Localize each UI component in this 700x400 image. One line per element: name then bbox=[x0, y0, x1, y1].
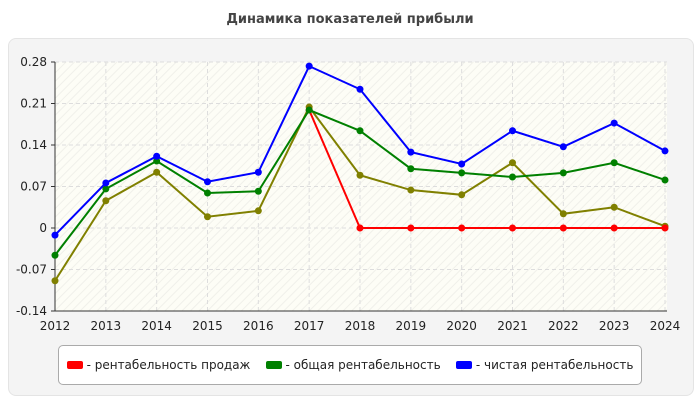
y-tick-label: -0.07 bbox=[16, 263, 47, 277]
data-point-2 bbox=[305, 62, 313, 70]
data-point-0 bbox=[610, 224, 618, 232]
data-point-1 bbox=[305, 106, 313, 114]
x-tick-label: 2012 bbox=[40, 319, 71, 333]
data-point-1 bbox=[356, 127, 364, 135]
y-tick-label: 0 bbox=[39, 221, 47, 235]
data-point-3 bbox=[509, 159, 516, 167]
data-point-2 bbox=[356, 85, 364, 93]
data-point-3 bbox=[102, 197, 110, 205]
data-point-2 bbox=[661, 147, 669, 155]
data-point-3 bbox=[356, 171, 364, 179]
legend-label: - общая рентабельность bbox=[285, 358, 441, 372]
y-tick-label: 0.21 bbox=[20, 97, 47, 111]
data-point-3 bbox=[610, 203, 618, 211]
data-point-3 bbox=[559, 210, 567, 218]
legend-swatch bbox=[66, 361, 83, 369]
x-tick-label: 2015 bbox=[192, 319, 223, 333]
y-tick-label: 0.07 bbox=[20, 180, 47, 194]
data-point-3 bbox=[51, 277, 59, 285]
data-point-2 bbox=[153, 152, 161, 160]
data-point-3 bbox=[254, 207, 262, 215]
data-point-1 bbox=[661, 176, 669, 184]
legend-item-sales: - рентабельность продаж bbox=[66, 358, 251, 372]
data-point-2 bbox=[610, 119, 618, 127]
x-tick-label: 2023 bbox=[599, 319, 630, 333]
x-tick-label: 2017 bbox=[294, 319, 325, 333]
x-tick-label: 2020 bbox=[446, 319, 477, 333]
legend-swatch bbox=[265, 361, 282, 369]
x-tick-label: 2024 bbox=[650, 319, 681, 333]
x-tick-label: 2016 bbox=[243, 319, 274, 333]
data-point-2 bbox=[254, 168, 262, 176]
data-point-3 bbox=[407, 186, 415, 194]
data-point-0 bbox=[458, 224, 466, 232]
series-line-0 bbox=[308, 109, 665, 229]
x-tick-label: 2021 bbox=[497, 319, 528, 333]
data-point-1 bbox=[559, 169, 567, 177]
data-point-1 bbox=[407, 165, 415, 173]
data-point-2 bbox=[204, 178, 211, 186]
x-tick-label: 2013 bbox=[91, 319, 122, 333]
x-tick-label: 2018 bbox=[345, 319, 376, 333]
data-point-2 bbox=[102, 179, 110, 187]
x-tick-label: 2019 bbox=[396, 319, 427, 333]
data-point-3 bbox=[458, 191, 466, 199]
data-point-2 bbox=[559, 143, 567, 151]
x-tick-label: 2022 bbox=[548, 319, 579, 333]
legend-swatch bbox=[455, 361, 472, 369]
legend-item-total: - общая рентабельность bbox=[265, 358, 441, 372]
data-point-1 bbox=[204, 189, 211, 197]
legend-label: - чистая рентабельность bbox=[475, 358, 634, 372]
chart-title: Динамика показателей прибыли bbox=[226, 12, 474, 27]
x-tick-label: 2014 bbox=[141, 319, 172, 333]
y-tick-label: -0.14 bbox=[16, 304, 47, 318]
data-point-1 bbox=[610, 159, 618, 167]
data-point-1 bbox=[254, 187, 262, 195]
data-point-1 bbox=[102, 185, 110, 193]
legend-label: - рентабельность продаж bbox=[86, 358, 251, 372]
data-point-1 bbox=[509, 173, 516, 181]
data-point-1 bbox=[458, 169, 466, 177]
data-point-3 bbox=[153, 168, 161, 176]
data-point-0 bbox=[407, 224, 415, 232]
data-point-2 bbox=[458, 160, 466, 168]
data-point-3 bbox=[204, 213, 211, 221]
data-point-2 bbox=[509, 127, 516, 135]
y-tick-label: 0.14 bbox=[20, 138, 47, 152]
legend-item-net: - чистая рентабельность bbox=[455, 358, 634, 372]
data-point-0 bbox=[559, 224, 567, 232]
y-tick-label: 0.28 bbox=[20, 55, 47, 69]
data-point-1 bbox=[51, 251, 59, 259]
data-point-0 bbox=[356, 224, 364, 232]
data-point-2 bbox=[407, 148, 415, 156]
data-point-2 bbox=[51, 231, 59, 239]
legend: - рентабельность продаж - общая рентабел… bbox=[58, 345, 642, 385]
data-point-0 bbox=[661, 224, 669, 232]
data-point-0 bbox=[509, 224, 516, 232]
